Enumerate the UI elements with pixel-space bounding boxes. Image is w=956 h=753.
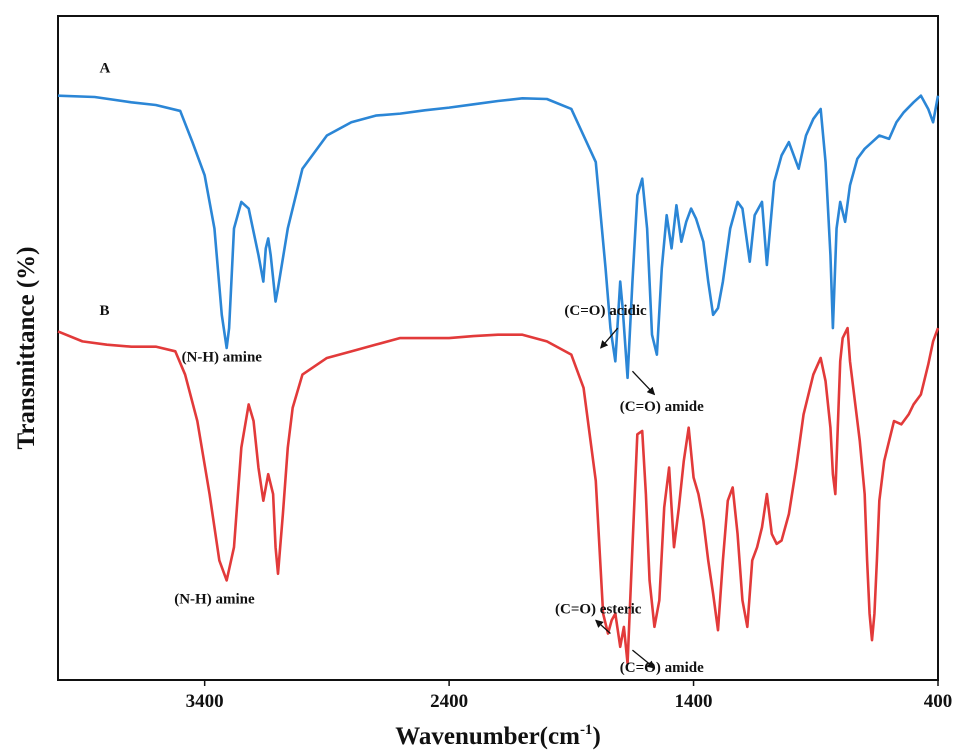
peak-annotation: (C=O) acidic [564, 303, 647, 319]
annotation-arrow [595, 619, 611, 635]
annotation-arrow [631, 370, 656, 396]
series-line-b [57, 326, 940, 665]
x-axis-title: Wavenumber(cm-1) [395, 722, 601, 750]
plot-frame [57, 15, 939, 681]
peak-annotation: (C=O) amide [620, 660, 704, 676]
x-axis-title-end: ) [592, 723, 600, 750]
series-tag-b: B [100, 303, 110, 319]
peak-annotation: (C=O) amide [620, 399, 704, 415]
series-line-a [57, 94, 940, 380]
peak-annotation: (N-H) amine [174, 592, 255, 608]
x-tick-label: 1400 [675, 691, 713, 712]
annotation-layer: A B (N-H) amine (C=O) acidic (C=O) amide (N-H… [100, 60, 705, 676]
x-axis-title-main: Wavenumber(cm [395, 723, 580, 750]
x-axis-title-superscript: -1 [580, 722, 593, 738]
x-tick-label: 3400 [186, 691, 224, 712]
x-tick-label: 2400 [430, 691, 468, 712]
annotation-arrow [632, 649, 656, 669]
annotation-arrow [600, 327, 619, 349]
series-layer [57, 94, 940, 665]
x-tick-layer: 3400 2400 1400 400 [186, 680, 953, 712]
x-tick-label: 400 [924, 691, 953, 712]
series-tag-a: A [100, 60, 111, 76]
peak-annotation: (C=O) esteric [555, 602, 642, 618]
y-axis-title: Transmittance (%) [13, 247, 40, 450]
peak-annotation: (N-H) amine [182, 349, 263, 365]
